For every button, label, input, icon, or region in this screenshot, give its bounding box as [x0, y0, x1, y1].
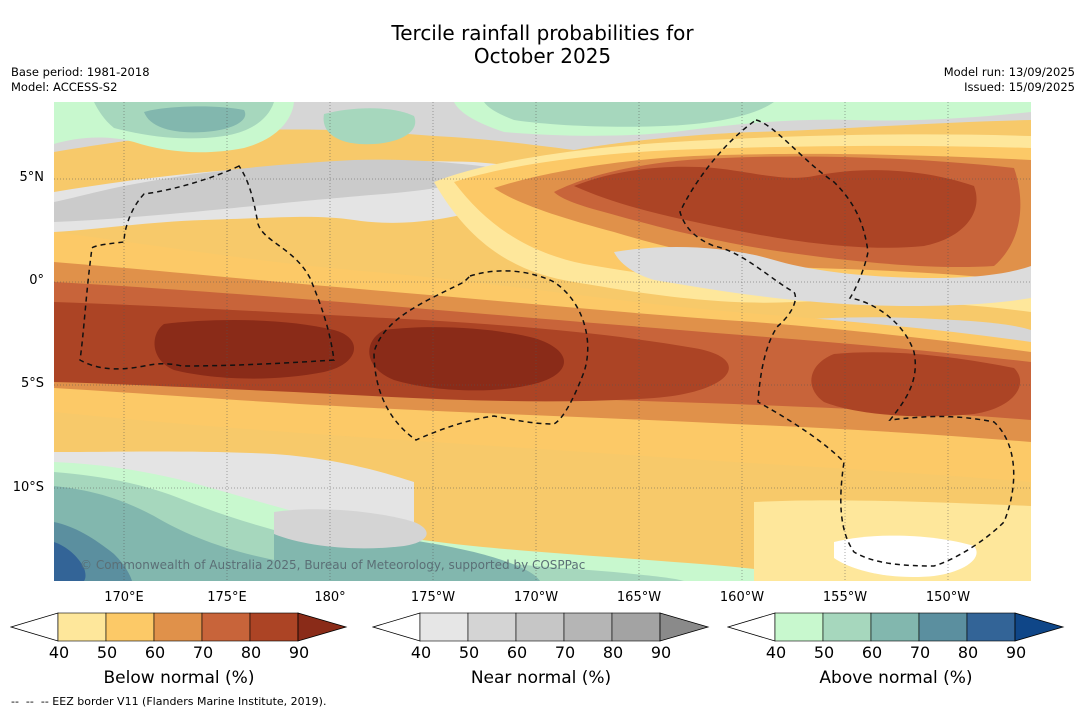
colorbar-extend-low	[10, 612, 59, 642]
above-normal-nw-60	[144, 106, 246, 133]
below-se-white	[834, 535, 977, 578]
above-tick-80: 80	[957, 643, 979, 662]
near-tick-70: 70	[554, 643, 576, 662]
near-normal-label: Near normal (%)	[470, 668, 612, 688]
colorbar-above-normal	[727, 612, 1065, 642]
below-tick-40: 40	[48, 643, 70, 662]
title-line-1: Tercile rainfall probabilities for	[391, 21, 694, 45]
near-tick-50: 50	[458, 643, 480, 662]
colorbar-below-swatches	[10, 612, 348, 642]
above-tick-60: 60	[861, 643, 883, 662]
model-name: Model: ACCESS-S2	[11, 80, 118, 94]
near-tick-80: 80	[602, 643, 624, 662]
colorbar-swatch	[105, 612, 155, 642]
map-svg	[54, 102, 1031, 581]
lat-label-5s: 5°S	[20, 376, 44, 391]
map-title: Tercile rainfall probabilities for Octob…	[0, 22, 1085, 68]
above-tick-40: 40	[765, 643, 787, 662]
near-normal-north-grey	[54, 159, 524, 222]
above-tick-70: 70	[909, 643, 931, 662]
colorbar-extend-high	[1014, 612, 1065, 642]
colorbar-swatch	[201, 612, 251, 642]
lon-label-150w: 150°W	[925, 590, 971, 605]
colorbar-swatch	[153, 612, 203, 642]
below-tick-90: 90	[288, 643, 310, 662]
below-tick-70: 70	[192, 643, 214, 662]
colorbar-near-normal	[372, 612, 710, 642]
issued-date: Issued: 15/09/2025	[964, 80, 1075, 94]
colorbar-swatch	[563, 612, 613, 642]
lon-label-165w: 165°W	[616, 590, 662, 605]
copyright-notice: © Commonwealth of Australia 2025, Bureau…	[80, 558, 586, 572]
probability-map	[54, 102, 1031, 581]
lat-label-0: 0°	[29, 273, 44, 288]
lon-label-170w: 170°W	[513, 590, 559, 605]
eez-border-east	[679, 119, 1015, 567]
lon-label-155w: 155°W	[822, 590, 868, 605]
below-tick-50: 50	[96, 643, 118, 662]
graticule	[54, 102, 1031, 581]
colorbar-swatch	[57, 612, 107, 642]
title-line-2: October 2025	[473, 44, 612, 68]
colorbar-extend-high	[297, 612, 348, 642]
colorbar-near-swatches	[372, 612, 710, 642]
colorbar-swatch	[918, 612, 968, 642]
lon-label-170e: 170°E	[104, 590, 144, 605]
near-tick-60: 60	[506, 643, 528, 662]
base-period: Base period: 1981-2018	[11, 65, 150, 79]
below-south-core-mid	[369, 327, 564, 391]
colorbar-swatch	[966, 612, 1016, 642]
near-tick-40: 40	[410, 643, 432, 662]
model-run: Model run: 13/09/2025	[943, 65, 1075, 79]
colorbar-extend-high	[659, 612, 710, 642]
eez-footnote: -- -- -- EEZ border V11 (Flanders Marine…	[11, 695, 327, 708]
lon-label-175e: 175°E	[207, 590, 247, 605]
colorbar-swatch	[467, 612, 517, 642]
above-tick-90: 90	[1005, 643, 1027, 662]
meta-left: Base period: 1981-2018 Model: ACCESS-S2	[11, 65, 150, 95]
below-tick-80: 80	[240, 643, 262, 662]
colorbar-extend-low	[727, 612, 776, 642]
above-normal-sw-60	[54, 486, 384, 581]
lon-label-175w: 175°W	[410, 590, 456, 605]
colorbar-swatch	[419, 612, 469, 642]
above-normal-sw-80	[54, 542, 86, 581]
colorbar-swatch	[611, 612, 661, 642]
above-normal-label: Above normal (%)	[819, 668, 973, 688]
above-tick-50: 50	[813, 643, 835, 662]
near-normal-south-mid	[274, 509, 427, 549]
colorbar-extend-low	[372, 612, 421, 642]
meta-right: Model run: 13/09/2025 Issued: 15/09/2025	[944, 65, 1075, 95]
below-south-core-west	[154, 320, 355, 379]
colorbar-below-normal	[10, 612, 348, 642]
near-tick-90: 90	[650, 643, 672, 662]
colorbar-swatch	[249, 612, 299, 642]
lat-label-10s: 10°S	[12, 480, 44, 495]
above-normal-north-mid	[323, 108, 416, 145]
colorbar-swatch	[822, 612, 872, 642]
below-south-core-east	[811, 352, 1021, 417]
below-tick-60: 60	[144, 643, 166, 662]
lon-label-180: 180°	[314, 590, 346, 605]
near-normal-equator	[614, 246, 1031, 306]
eez-borders	[79, 119, 1015, 567]
below-normal-label: Below normal (%)	[103, 668, 255, 688]
colorbar-swatch	[774, 612, 824, 642]
colorbar-swatch	[515, 612, 565, 642]
colorbar-swatch	[870, 612, 920, 642]
below-north-band-80	[574, 166, 977, 248]
lat-label-5n: 5°N	[19, 170, 45, 185]
eez-border-central	[373, 270, 589, 441]
colorbar-above-swatches	[727, 612, 1065, 642]
lon-label-160w: 160°W	[719, 590, 765, 605]
above-normal-ne-50	[484, 102, 774, 127]
